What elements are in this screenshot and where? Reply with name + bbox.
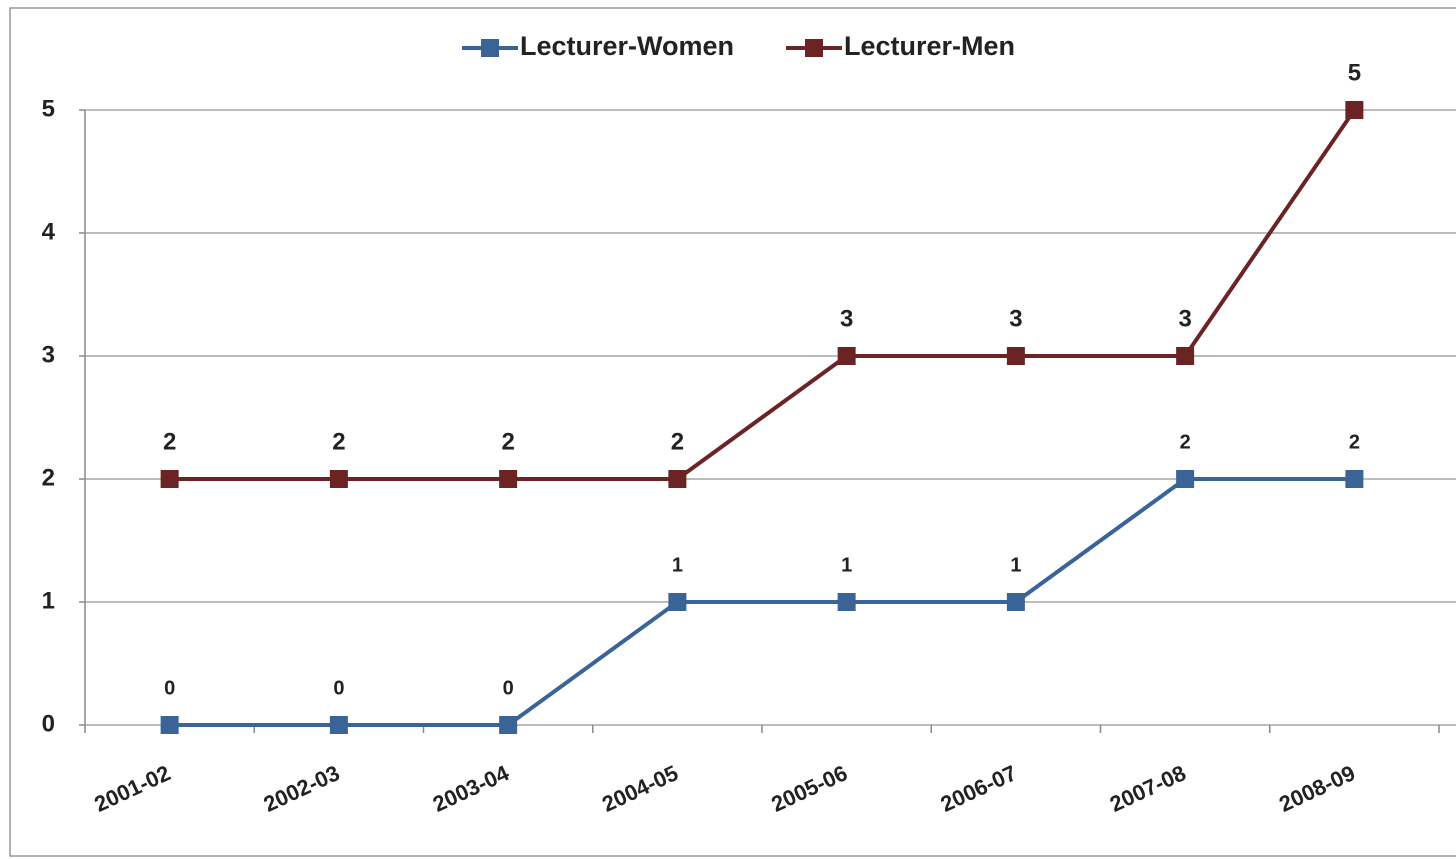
data-point: [329, 470, 348, 488]
data-point: [329, 716, 348, 734]
data-label: 0: [164, 677, 175, 699]
data-point: [1345, 470, 1364, 488]
series-line: [169, 108, 1357, 481]
data-point: [1176, 347, 1195, 365]
data-point: [837, 347, 856, 365]
data-label: 3: [1178, 305, 1191, 332]
legend-marker: [805, 39, 823, 57]
data-label: 2: [332, 428, 345, 455]
data-point: [668, 593, 687, 611]
y-tick-label: 3: [42, 341, 55, 368]
data-label: 2: [1349, 431, 1360, 453]
y-tick-label: 2: [42, 464, 55, 491]
legend-label: Lecturer-Women: [520, 31, 734, 61]
data-label: 2: [163, 428, 176, 455]
data-point: [668, 470, 687, 488]
data-point: [499, 716, 518, 734]
data-point: [1345, 101, 1364, 119]
y-tick-label: 4: [42, 218, 56, 245]
data-label: 5: [1348, 59, 1361, 86]
data-point: [1006, 593, 1025, 611]
chart-frame: [9, 7, 1456, 857]
series-line: [169, 477, 1355, 727]
data-label: 1: [672, 554, 683, 576]
data-label: 0: [503, 677, 514, 699]
legend-marker: [481, 39, 499, 57]
data-point: [1176, 470, 1195, 488]
data-point: [837, 593, 856, 611]
data-label: 3: [840, 305, 853, 332]
y-tick-label: 5: [42, 95, 55, 122]
data-point: [160, 470, 179, 488]
y-tick-label: 0: [42, 710, 55, 737]
data-label: 3: [1009, 305, 1022, 332]
data-point: [160, 716, 179, 734]
data-label: 2: [671, 428, 684, 455]
data-label: 1: [1010, 554, 1021, 576]
data-label: 2: [1180, 431, 1191, 453]
y-tick-label: 1: [42, 587, 55, 614]
data-label: 0: [333, 677, 344, 699]
data-point: [1006, 347, 1025, 365]
data-label: 1: [841, 554, 852, 576]
legend-label: Lecturer-Men: [844, 31, 1015, 61]
data-point: [499, 470, 518, 488]
data-label: 2: [501, 428, 514, 455]
